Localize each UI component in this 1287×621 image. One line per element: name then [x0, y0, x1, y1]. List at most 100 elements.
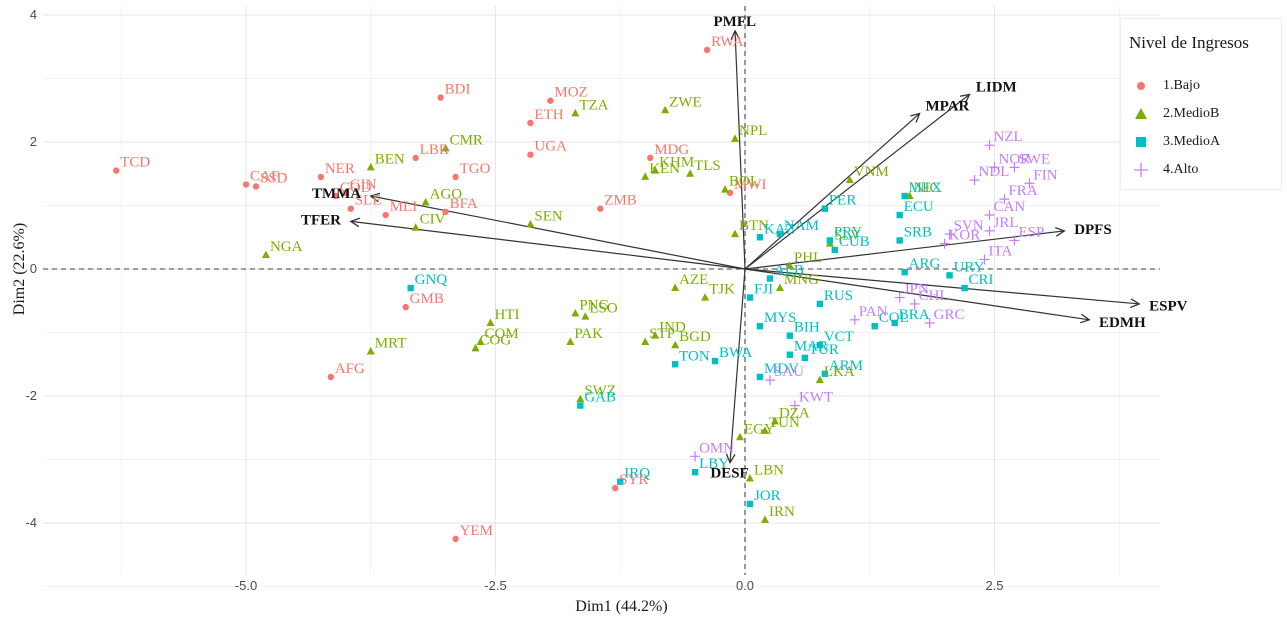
point-label: NZL — [994, 129, 1023, 145]
point-lby — [691, 469, 699, 476]
point-label: ARM — [829, 358, 863, 374]
point-ton — [671, 361, 679, 368]
point-label: IRN — [769, 504, 795, 520]
point-label: CAN — [994, 199, 1026, 215]
point-sen — [526, 220, 535, 228]
point-label: ETH — [534, 107, 563, 123]
point-label: CUB — [839, 234, 870, 250]
point-label: SEN — [534, 209, 563, 225]
point-label: VCT — [824, 329, 854, 345]
point-label: PRY — [834, 224, 863, 240]
variable-arrow-mpar — [744, 113, 920, 270]
point-label: LSO — [589, 301, 618, 317]
point-ken — [641, 172, 650, 180]
point-esp — [1009, 235, 1020, 246]
point-pak — [566, 337, 575, 346]
point-sle — [347, 205, 354, 212]
point-label: TUN — [769, 415, 800, 431]
y-tick-label: 0 — [30, 261, 37, 276]
point-label: PAK — [574, 326, 603, 342]
legend-label: 4.Alto — [1163, 162, 1199, 177]
variable-arrow-lidm — [744, 94, 970, 270]
point-label: ECU — [904, 199, 934, 215]
point-label: TGO — [460, 161, 491, 177]
point-label: JRL — [994, 215, 1019, 231]
point-grc — [924, 317, 935, 328]
point-tgo — [452, 173, 459, 181]
point-cri — [961, 284, 968, 292]
point-afg — [327, 373, 335, 381]
point-label: PAN — [859, 304, 888, 320]
point-label: YEM — [460, 523, 493, 539]
point-caf — [242, 181, 250, 188]
point-moz — [547, 97, 554, 104]
point-label: AFG — [335, 361, 365, 377]
point-label: NIC — [914, 180, 940, 196]
point-nor — [989, 162, 1000, 173]
point-btn — [731, 229, 740, 238]
legend-key-circle — [1137, 82, 1145, 90]
legend-key-triangle — [1135, 108, 1147, 119]
point-bih — [786, 332, 794, 339]
point-jrl — [984, 225, 995, 236]
point-swz — [576, 394, 585, 403]
point-fra — [999, 194, 1010, 205]
point-gmb — [402, 303, 409, 311]
point-bgd — [671, 340, 680, 349]
point-label: BWA — [719, 345, 753, 361]
point-label: CHL — [919, 288, 949, 304]
point-gnq — [407, 284, 414, 292]
point-ner — [317, 173, 325, 181]
point-label: HTI — [495, 307, 520, 323]
point-label: SAU — [774, 364, 804, 380]
point-label: KHM — [659, 155, 694, 171]
point-jpn — [894, 292, 905, 303]
point-label: COD — [340, 180, 372, 196]
point-rus — [816, 300, 824, 308]
point-zwe — [661, 105, 670, 114]
point-com — [476, 337, 485, 346]
point-mar — [786, 351, 794, 358]
point-label: MOZ — [554, 85, 587, 101]
point-per — [821, 205, 829, 212]
point-label: AGO — [430, 186, 463, 202]
point-tcd — [113, 167, 120, 174]
point-label: BGD — [679, 329, 711, 345]
point-sau — [764, 375, 775, 386]
point-label: TZA — [579, 97, 608, 113]
point-omn — [690, 451, 701, 462]
point-label: COG — [480, 332, 512, 348]
point-label: MEX — [909, 180, 943, 196]
variable-arrow-dpfs — [744, 231, 1064, 270]
variable-arrow-tfer — [351, 221, 746, 270]
x-axis-label: Dim1 (44.2%) — [575, 598, 667, 615]
y-tick-label: 2 — [30, 134, 37, 149]
point-label: MLI — [390, 199, 418, 215]
point-label: MYS — [764, 310, 797, 326]
point-phl — [785, 261, 794, 269]
point-label: NDL — [979, 164, 1010, 180]
variable-label: DESF — [710, 466, 748, 482]
point-label: NPL — [739, 123, 767, 139]
point-ben — [366, 162, 375, 171]
legend-key-plus — [1134, 163, 1148, 177]
point-label: URY — [954, 259, 985, 275]
point-pan — [849, 314, 860, 325]
point-label: TON — [679, 348, 710, 364]
variable-label: ESPV — [1149, 298, 1188, 314]
point-label: ALB — [774, 263, 804, 279]
point-label: NOR — [999, 151, 1031, 167]
point-png — [571, 308, 580, 317]
point-label: EGY — [744, 421, 775, 437]
point-label: STP — [649, 326, 675, 342]
point-label: SWZ — [584, 383, 616, 399]
point-bdi — [437, 94, 444, 101]
point-label: BDI — [445, 82, 471, 98]
point-lbn — [745, 474, 754, 482]
variable-label: TMMA — [312, 186, 361, 202]
point-pry — [826, 237, 834, 244]
point-cog — [471, 343, 480, 352]
point-nga — [261, 250, 270, 259]
point-srb — [896, 237, 903, 244]
point-kaz — [756, 234, 764, 241]
